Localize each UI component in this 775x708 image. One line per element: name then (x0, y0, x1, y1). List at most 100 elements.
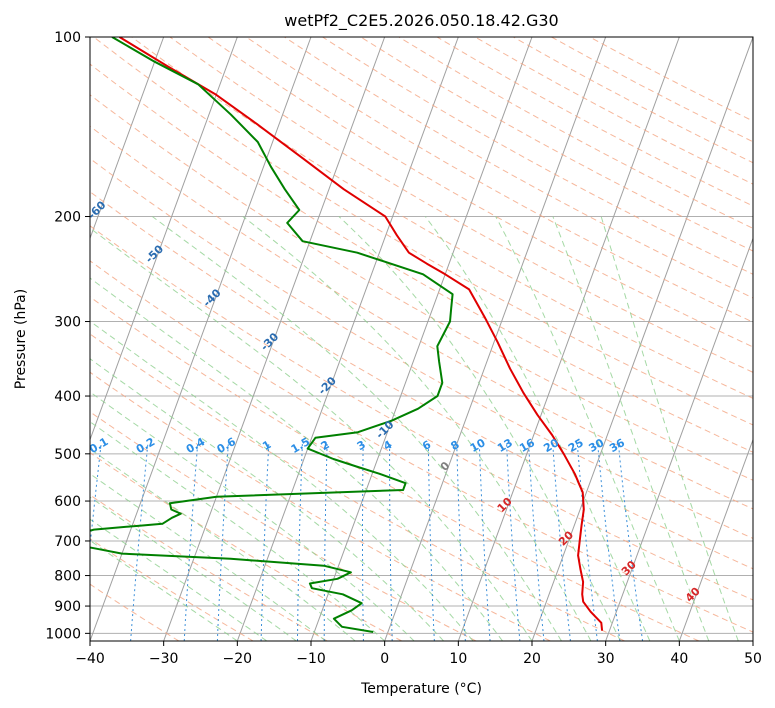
y-tick-label: 900 (54, 599, 81, 615)
x-tick-label: −30 (149, 651, 179, 667)
adiabat-label: -40 (200, 286, 223, 309)
adiabat-label: -10 (373, 418, 396, 441)
mixing-ratio-line (506, 443, 521, 641)
dry-adiabat-line (90, 494, 328, 641)
moist-adiabat-line (424, 216, 651, 641)
dry-adiabat-line (90, 371, 551, 641)
dry-adiabat-line (90, 538, 254, 641)
y-tick-label: 200 (54, 210, 81, 226)
dry-adiabat-line (90, 63, 753, 453)
mixing-ratio-line (130, 443, 149, 641)
mixing-ratio-line (90, 443, 102, 551)
y-axis: 100 200 300 400 500 600 700 800 900 1000 (45, 30, 90, 642)
mixing-ratio-label: 0.2 (134, 435, 157, 456)
moist-adiabat-line (242, 216, 592, 641)
mixing-ratio-line (576, 443, 598, 641)
moist-adiabat-line (90, 227, 533, 641)
dry-adiabat-line (90, 125, 753, 510)
plot-frame (89, 36, 754, 642)
adiabat-label: 10 (495, 495, 515, 515)
x-tick-label: 40 (670, 651, 688, 667)
mixing-ratio-label: 36 (607, 436, 627, 455)
mixing-ratio-line (362, 443, 364, 641)
dry-adiabat-line (90, 94, 753, 481)
dry-adiabat-line (90, 191, 753, 570)
mixing-ratio-line (183, 443, 199, 641)
x-tick-label: 10 (449, 651, 467, 667)
y-tick-label: 800 (54, 569, 81, 585)
dry-adiabat-line (207, 37, 753, 348)
mixing-ratio-label: 3 (355, 438, 368, 453)
adiabat-label: -50 (143, 242, 166, 265)
moist-adiabat-line (495, 216, 680, 641)
mixing-ratio-line (552, 443, 571, 641)
mixing-ratio-line (297, 443, 303, 641)
mixing-ratio-line (617, 443, 644, 641)
x-tick-label: −40 (75, 651, 105, 667)
isotherm-line (163, 37, 386, 641)
moist-adiabat-line (90, 448, 356, 641)
isotherm-line (457, 37, 680, 641)
mixing-ratio-label: 2 (319, 438, 332, 453)
y-tick-label: 100 (54, 30, 81, 46)
chart-title: wetPf2_C2E5.2026.050.18.42.G30 (284, 11, 558, 31)
mixing-ratio-line (528, 443, 545, 641)
x-axis-label: Temperature (°C) (360, 681, 482, 697)
mixing-ratio-line (427, 443, 435, 641)
mixing-ratio-label: 1 (260, 438, 273, 453)
x-tick-label: −10 (296, 651, 326, 667)
isotherm-line (678, 438, 753, 641)
x-tick-label: 0 (380, 651, 389, 667)
x-tick-label: −20 (223, 651, 253, 667)
moist-adiabat-line (90, 539, 238, 641)
mixing-ratio-label: 6 (420, 438, 433, 453)
mixing-ratio-label: 25 (566, 436, 586, 455)
mixing-ratio-label: 0.4 (184, 435, 208, 456)
dry-adiabat-line (284, 37, 753, 299)
y-axis-label: Pressure (hPa) (13, 289, 29, 389)
y-tick-label: 300 (54, 315, 81, 331)
grid-layer (90, 37, 753, 641)
moist-adiabat-line (90, 277, 503, 641)
isotherm-line (236, 37, 459, 641)
isotherm-line (90, 37, 238, 442)
y-tick-label: 700 (54, 534, 81, 550)
mixing-ratio-line (260, 443, 270, 641)
mixing-ratio-label: 8 (449, 438, 462, 453)
mixing-ratio-line (597, 443, 621, 641)
mixing-ratio-label: 0.6 (215, 435, 239, 456)
mixing-ratio-label: 10 (468, 436, 488, 455)
dry-adiabat-line (93, 37, 753, 426)
isotherm-line (605, 236, 753, 641)
moist-adiabat-line (600, 216, 739, 641)
moist-adiabat-line (338, 216, 621, 641)
x-tick-label: 30 (597, 651, 615, 667)
isotherm-line (310, 37, 533, 641)
isotherm-line (90, 37, 165, 240)
dry-adiabat-line (551, 37, 753, 143)
x-axis: −40 −30 −20 −10 0 10 20 30 40 50 (75, 641, 762, 667)
adiabat-label: -70 (28, 154, 51, 177)
isotherm-line (752, 639, 753, 641)
dry-adiabat-line (245, 37, 753, 323)
moist-adiabat-line (90, 518, 268, 641)
moist-adiabat-line (152, 216, 562, 641)
mixing-ratio-line (456, 443, 466, 641)
mixing-ratio-label: 20 (541, 436, 561, 455)
moist-adiabat-line (552, 216, 710, 641)
dry-adiabat-line (90, 411, 477, 641)
mixing-ratio-line (389, 443, 393, 641)
y-tick-label: 1000 (45, 626, 81, 642)
moist-adiabat-line (90, 473, 327, 641)
mixing-ratio-line (478, 443, 491, 641)
x-tick-label: 20 (523, 651, 541, 667)
mixing-ratio-label: 1.5 (289, 435, 312, 456)
moist-adiabat-line (90, 496, 297, 641)
series-layer (90, 37, 604, 633)
moist-adiabat-line (90, 391, 415, 641)
y-tick-label: 400 (54, 389, 81, 405)
temperature-profile (118, 37, 604, 631)
y-tick-label: 500 (54, 447, 81, 463)
x-tick-label: 50 (744, 651, 762, 667)
